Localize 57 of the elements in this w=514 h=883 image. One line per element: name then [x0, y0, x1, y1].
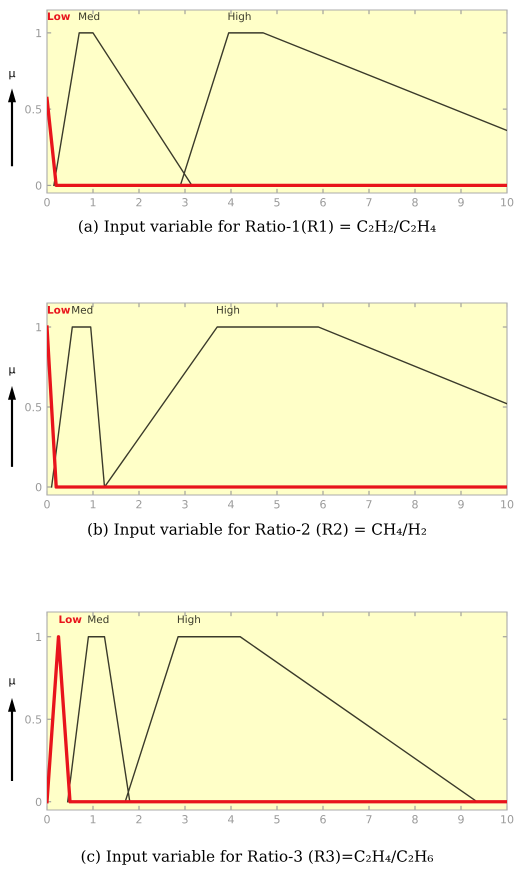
- x-tick-label: 5: [274, 500, 280, 508]
- series-label: Low: [59, 615, 82, 624]
- x-tick-label: 0: [44, 500, 50, 508]
- x-tick-label: 8: [412, 815, 418, 824]
- x-tick-label: 6: [320, 500, 326, 508]
- x-tick-label: 1: [90, 500, 96, 508]
- x-tick-label: 3: [182, 198, 188, 206]
- y-axis-title: μ: [9, 678, 16, 687]
- x-tick-label: 2: [136, 815, 142, 824]
- x-tick-label: 6: [320, 815, 326, 824]
- y-axis-title: μ: [9, 367, 16, 376]
- x-tick-label: 10: [501, 815, 514, 824]
- x-tick-label: 8: [412, 500, 418, 508]
- x-tick-label: 7: [366, 500, 372, 508]
- text: (a) Input variable for Ratio-1(R1) = C₂H₂/C₂H₄: [79, 220, 436, 235]
- y-tick-label: 1: [36, 632, 42, 641]
- series-label: High: [217, 306, 240, 316]
- x-tick-label: 5: [274, 815, 280, 824]
- x-tick-label: 10: [501, 500, 514, 508]
- series-label: High: [178, 615, 200, 626]
- text: (c) Input variable for Ratio-3 (R3)=C₂H₄/C₂H₆: [82, 850, 434, 865]
- text: Low: [48, 12, 70, 20]
- x-tick-label: 9: [458, 500, 464, 508]
- x-tick-label: 1: [90, 198, 96, 206]
- x-tick-label: 9: [458, 815, 464, 824]
- x-tick-label: 9: [458, 198, 464, 206]
- x-tick-label: 6: [320, 198, 326, 206]
- y-tick-label: 0.5: [25, 402, 42, 412]
- y-tick-label: 0: [36, 798, 42, 806]
- y-tick-label: 1: [36, 28, 42, 38]
- x-tick-label: 10: [501, 198, 514, 206]
- y-axis-title: μ: [9, 71, 16, 80]
- x-tick-label: 2: [136, 198, 142, 206]
- y-tick-label: 0: [36, 181, 42, 190]
- series-label: Med: [72, 306, 92, 314]
- x-tick-label: 8: [412, 198, 418, 206]
- x-tick-label: 3: [182, 815, 188, 824]
- series-label: Low: [48, 306, 70, 314]
- x-tick-label: 0: [44, 815, 50, 824]
- x-tick-label: 4: [228, 500, 234, 508]
- y-tick-label: 1: [36, 323, 42, 332]
- y-tick-label: 0.5: [25, 715, 42, 724]
- x-tick-label: 7: [366, 815, 372, 824]
- x-tick-label: 5: [274, 198, 280, 206]
- text: (b) Input variable for Ratio-2 (R2) = CH₄/H₂: [88, 523, 426, 538]
- x-tick-label: 0: [44, 198, 50, 206]
- y-tick-label: 0.5: [25, 105, 42, 114]
- x-tick-label: 4: [228, 198, 234, 206]
- series-label: Med: [88, 615, 108, 624]
- x-tick-label: 1: [90, 815, 96, 824]
- x-tick-label: 3: [182, 500, 188, 508]
- series-label: Med: [79, 12, 100, 20]
- x-tick-label: 2: [136, 500, 142, 508]
- y-tick-label: 0: [36, 482, 42, 492]
- x-tick-label: 7: [366, 198, 372, 206]
- x-tick-label: 4: [228, 815, 234, 824]
- series-label: High: [228, 12, 251, 22]
